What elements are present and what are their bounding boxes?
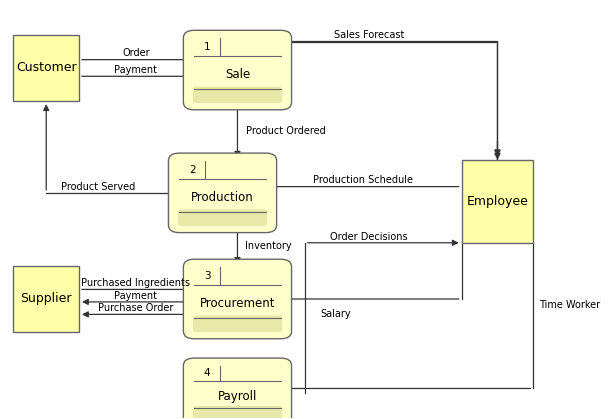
Text: Time Worker: Time Worker <box>539 300 600 310</box>
FancyBboxPatch shape <box>168 153 277 233</box>
Text: Payment: Payment <box>114 65 157 75</box>
Text: Order Decisions: Order Decisions <box>330 232 408 242</box>
Text: Purchased Ingredients: Purchased Ingredients <box>82 278 190 288</box>
FancyBboxPatch shape <box>193 87 282 103</box>
FancyBboxPatch shape <box>462 160 534 243</box>
Text: 2: 2 <box>189 165 195 175</box>
Text: 3: 3 <box>204 271 211 281</box>
FancyBboxPatch shape <box>193 406 282 419</box>
Text: Sales Forecast: Sales Forecast <box>334 30 404 40</box>
Text: 4: 4 <box>204 368 211 378</box>
FancyBboxPatch shape <box>184 358 292 419</box>
Text: Employee: Employee <box>467 195 529 208</box>
Text: Customer: Customer <box>16 62 77 75</box>
Text: Procurement: Procurement <box>200 297 275 310</box>
Text: Product Ordered: Product Ordered <box>246 126 326 136</box>
FancyBboxPatch shape <box>14 35 79 101</box>
Text: Payment: Payment <box>114 291 157 301</box>
Text: Inventory: Inventory <box>245 241 292 251</box>
Text: Purchase Order: Purchase Order <box>98 303 174 313</box>
Text: Product Served: Product Served <box>61 181 136 191</box>
FancyBboxPatch shape <box>184 30 292 110</box>
FancyBboxPatch shape <box>14 266 79 332</box>
Text: Supplier: Supplier <box>20 292 72 305</box>
Text: Production: Production <box>191 191 254 204</box>
Text: Salary: Salary <box>321 308 351 318</box>
Text: Payroll: Payroll <box>218 391 257 403</box>
FancyBboxPatch shape <box>193 316 282 332</box>
Text: Order: Order <box>122 49 150 58</box>
Text: Production Schedule: Production Schedule <box>313 176 413 185</box>
Text: Sale: Sale <box>225 68 250 81</box>
Text: 1: 1 <box>204 42 211 52</box>
FancyBboxPatch shape <box>178 210 267 226</box>
FancyBboxPatch shape <box>184 259 292 339</box>
